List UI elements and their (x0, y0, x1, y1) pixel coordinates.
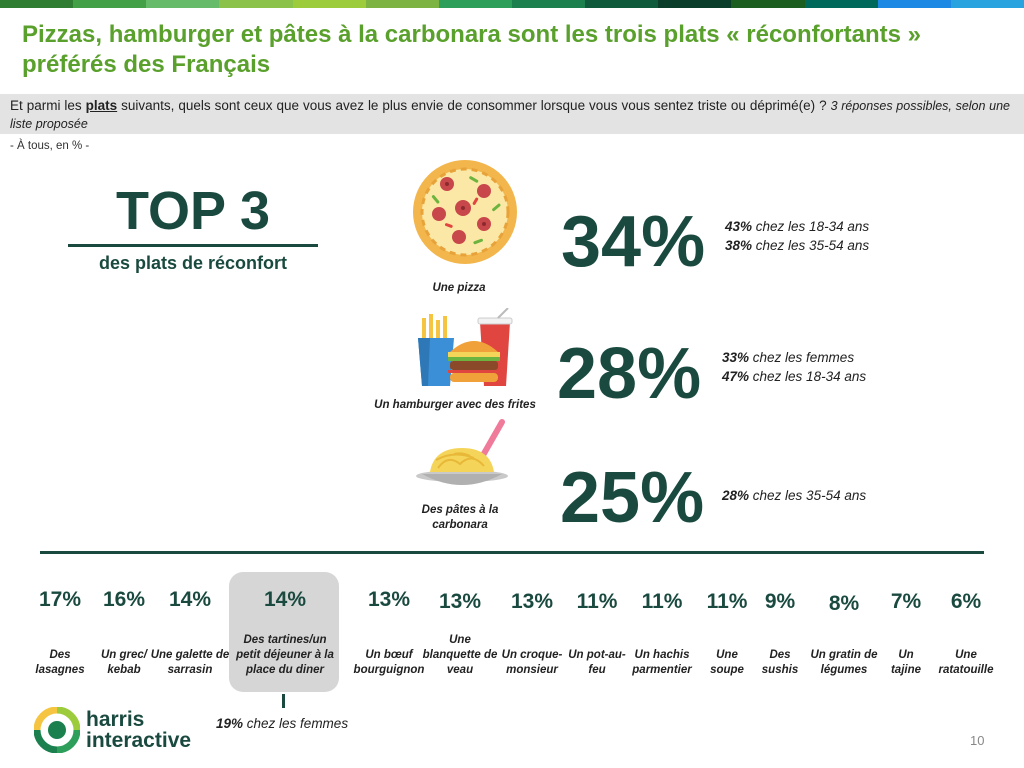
dish-value: 17% (38, 588, 82, 611)
dish-value: 7% (890, 590, 922, 613)
divider-line (40, 551, 984, 554)
dish-value: 11% (706, 590, 748, 613)
dish-value: 8% (828, 592, 860, 615)
detail-text: chez les femmes (749, 350, 855, 365)
question-text: Et parmi les plats suivants, quels sont … (10, 97, 1010, 133)
color-segment (585, 0, 659, 8)
detail-text: chez les 35-54 ans (752, 238, 870, 253)
top3-details-burger: 33% chez les femmes 47% chez les 18-34 a… (722, 348, 866, 386)
dish-label: Une ratatouille (938, 649, 994, 676)
detail-line: 47% chez les 18-34 ans (722, 367, 866, 386)
top3-details-pizza: 43% chez les 18-34 ans 38% chez les 35-5… (725, 217, 869, 255)
detail-pct: 47% (722, 369, 750, 384)
color-segment (438, 0, 512, 8)
top3-value-pasta: 25% (560, 458, 705, 538)
top3-label-burger: Un hamburger avec des frites (374, 399, 536, 411)
annotation-text: chez les femmes (243, 716, 349, 731)
annotation-tick (282, 694, 285, 708)
dish-label: Des tartines/un petit déjeuner à la plac… (236, 634, 334, 676)
pizza-icon (413, 160, 517, 264)
color-segment (219, 0, 293, 8)
detail-line: 38% chez les 35-54 ans (725, 236, 869, 255)
logo-line2: interactive (86, 729, 192, 752)
top3-label-pasta: Des pâtes à la carbonara (421, 504, 499, 531)
harris-logo-icon (34, 707, 80, 753)
detail-pct: 33% (722, 350, 750, 365)
header-color-bar (0, 0, 1024, 8)
color-segment (731, 0, 805, 8)
color-segment (292, 0, 366, 8)
pasta-icon (416, 419, 508, 485)
dish-value: 9% (764, 590, 796, 613)
top3-subtitle: des plats de réconfort (98, 253, 288, 273)
detail-pct: 28% (722, 488, 750, 503)
question-part2: suivants, quels sont ceux que vous avez … (117, 98, 831, 113)
color-segment (73, 0, 147, 8)
top3-title: TOP 3 (115, 181, 271, 241)
dish-label: Des sushis (761, 649, 799, 676)
top3-value-burger: 28% (557, 334, 702, 414)
color-segment (950, 0, 1024, 8)
detail-text: chez les 18-34 ans (752, 219, 870, 234)
base-note: - À tous, en % - (10, 140, 90, 152)
dish-value: 11% (576, 590, 618, 613)
logo-line1: harris (86, 708, 145, 731)
detail-line: 28% chez les 35-54 ans (722, 486, 866, 505)
top3-block: TOP 3 des plats de réconfort (68, 180, 318, 274)
question-part1: Et parmi les (10, 98, 86, 113)
page-number: 10 (970, 733, 985, 748)
burger-icon (418, 308, 513, 386)
dish-label: Une soupe (710, 649, 744, 676)
question-note: 3 réponses possibles, selon une liste pr… (10, 99, 1010, 131)
dish-value: 11% (641, 590, 683, 613)
question-highlight: plats (85, 98, 118, 113)
dish-label: Un grec/ kebab (100, 649, 147, 676)
slide-title: Pizzas, hamburger et pâtes à la carbonar… (22, 21, 921, 78)
question-band (0, 94, 1024, 134)
color-segment (365, 0, 439, 8)
dish-label: Des lasagnes (35, 649, 85, 676)
dish-value: 14% (263, 588, 307, 611)
color-segment (877, 0, 951, 8)
dish-value: 13% (438, 590, 482, 613)
dish-label: Une blanquette de veau (422, 634, 498, 676)
detail-text: chez les 18-34 ans (749, 369, 867, 384)
dish-label: Un hachis parmentier (632, 649, 692, 676)
detail-pct: 38% (725, 238, 753, 253)
top3-rule (68, 244, 318, 247)
color-segment (804, 0, 878, 8)
annotation-pct: 19% (216, 716, 244, 731)
highlight-box (229, 572, 339, 692)
dish-value: 16% (102, 588, 146, 611)
detail-line: 43% chez les 18-34 ans (725, 217, 869, 236)
annotation-note: 19% chez les femmes (216, 716, 348, 731)
top3-details-pasta: 28% chez les 35-54 ans (722, 486, 866, 505)
dish-label: Un pot-au-feu (568, 649, 626, 676)
dish-label: Un gratin de légumes (810, 649, 878, 676)
top3-value-pizza: 34% (561, 202, 706, 282)
color-segment (658, 0, 732, 8)
dish-value: 13% (367, 588, 411, 611)
dish-label: Un bœuf bourguignon (353, 649, 425, 676)
dish-value: 14% (168, 588, 212, 611)
dish-label: Un croque-monsieur (501, 649, 563, 676)
detail-line: 33% chez les femmes (722, 348, 866, 367)
dish-label: Un tajine (890, 649, 922, 676)
dish-value: 13% (510, 590, 554, 613)
logo-text: harris interactive (86, 709, 191, 751)
dish-label: Une galette de sarrasin (150, 649, 230, 676)
top3-label-pizza: Une pizza (432, 282, 486, 294)
detail-text: chez les 35-54 ans (749, 488, 867, 503)
detail-pct: 43% (725, 219, 753, 234)
dish-value: 6% (950, 590, 982, 613)
color-segment (511, 0, 586, 8)
color-segment (146, 0, 220, 8)
color-segment (0, 0, 74, 8)
